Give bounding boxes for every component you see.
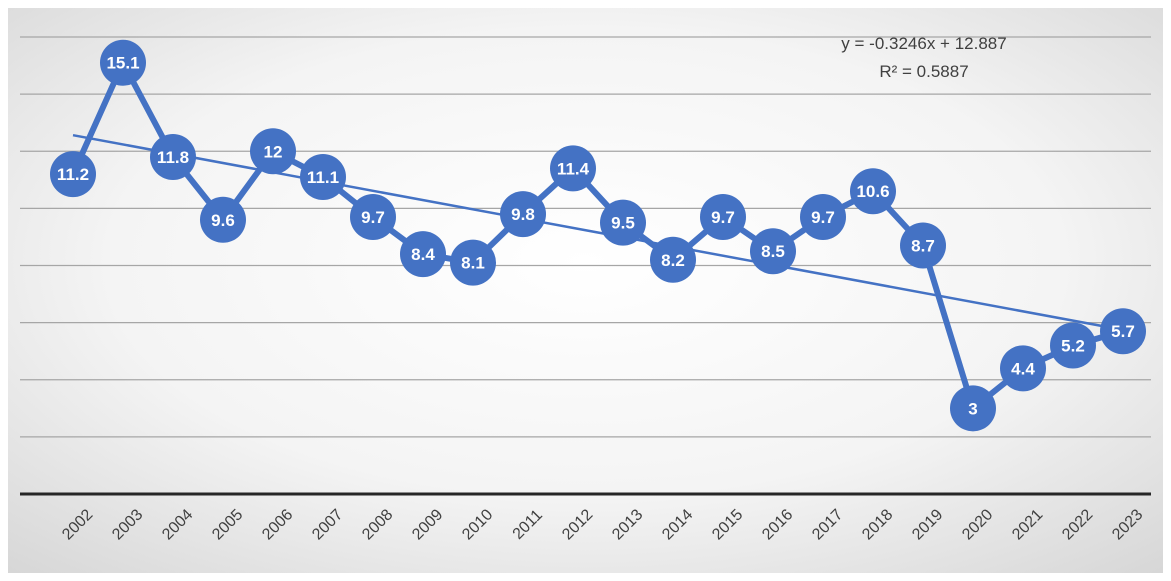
data-point-marker: [850, 168, 896, 215]
data-label: 9.7: [361, 208, 385, 227]
data-point-marker: [250, 128, 296, 175]
data-point: 11.8: [150, 133, 196, 180]
data-label: 11.1: [307, 168, 339, 187]
data-label: 11.8: [157, 148, 189, 167]
data-point-marker: [900, 222, 946, 269]
data-point: 5.7: [1100, 308, 1146, 355]
series-layer: [70, 59, 1124, 412]
data-point-marker: [350, 193, 396, 240]
data-point: 10.6: [850, 168, 896, 215]
data-point: 11.2: [50, 151, 96, 198]
data-point-marker: [1100, 308, 1146, 355]
data-label: 9.7: [711, 208, 735, 227]
markers-layer: 11.2 15.1 11.8 9.6 12 11.1 9.7 8.4 8.1 9.8 11.4 9.5…: [50, 39, 1146, 432]
data-point-marker: [550, 145, 596, 192]
data-point-marker: [100, 39, 146, 86]
data-point: 3: [950, 385, 996, 432]
data-point: 15.1: [100, 39, 146, 86]
data-label: 11.2: [57, 165, 89, 184]
data-point: 9.8: [500, 191, 546, 238]
data-point-marker: [300, 153, 346, 200]
data-point: 8.4: [400, 231, 446, 278]
data-point: 5.2: [1050, 322, 1096, 369]
data-point: 9.7: [700, 193, 746, 240]
plot-background: [8, 8, 1163, 573]
trendline-layer: [72, 133, 1124, 332]
data-point: 8.1: [450, 239, 496, 286]
data-label: 9.8: [511, 205, 535, 224]
data-point-marker: [1000, 345, 1046, 392]
data-point-marker: [800, 193, 846, 240]
data-point: 9.7: [350, 193, 396, 240]
series-line: [70, 59, 1124, 412]
data-point-marker: [50, 151, 96, 198]
data-label: 8.5: [761, 242, 785, 261]
data-label: 15.1: [106, 54, 139, 73]
data-label: 5.7: [1111, 322, 1135, 341]
data-label: 4.4: [1011, 359, 1035, 378]
data-point: 8.7: [900, 222, 946, 269]
data-label: 5.2: [1061, 336, 1085, 355]
data-point: 9.5: [600, 199, 646, 246]
trendline-equation: y = -0.3246x + 12.887: [841, 34, 1006, 53]
data-point: 8.2: [650, 236, 696, 283]
data-label: 11.4: [557, 159, 590, 178]
data-label: 9.6: [211, 211, 235, 230]
data-point: 11.1: [300, 153, 346, 200]
data-point-marker: [1050, 322, 1096, 369]
data-point-marker: [200, 196, 246, 243]
data-label: 8.7: [911, 237, 935, 256]
data-point: 12: [250, 128, 296, 175]
data-point: 4.4: [1000, 345, 1046, 392]
data-point: 11.4: [550, 145, 596, 192]
data-label: 9.5: [611, 214, 635, 233]
trendline: [72, 133, 1124, 332]
data-label: 8.1: [461, 254, 485, 273]
data-point-marker: [750, 228, 796, 275]
data-label: 3: [968, 399, 977, 418]
data-point: 8.5: [750, 228, 796, 275]
trendline-equation-box: y = -0.3246x + 12.887 R² = 0.5887: [841, 34, 1006, 81]
data-point-marker: [450, 239, 496, 286]
data-label: 10.6: [856, 182, 889, 201]
data-point-marker: [600, 199, 646, 246]
trendline-r-squared: R² = 0.5887: [879, 62, 968, 81]
data-point-marker: [150, 133, 196, 180]
data-point-marker: [500, 191, 546, 238]
data-label: 9.7: [811, 208, 835, 227]
data-point: 9.6: [200, 196, 246, 243]
data-point: 9.7: [800, 193, 846, 240]
data-label: 8.2: [661, 251, 685, 270]
data-point-marker: [650, 236, 696, 283]
data-point-marker: [950, 385, 996, 432]
data-label: 8.4: [411, 245, 435, 264]
data-point-marker: [700, 193, 746, 240]
data-point-marker: [400, 231, 446, 278]
data-label: 12: [264, 142, 283, 161]
